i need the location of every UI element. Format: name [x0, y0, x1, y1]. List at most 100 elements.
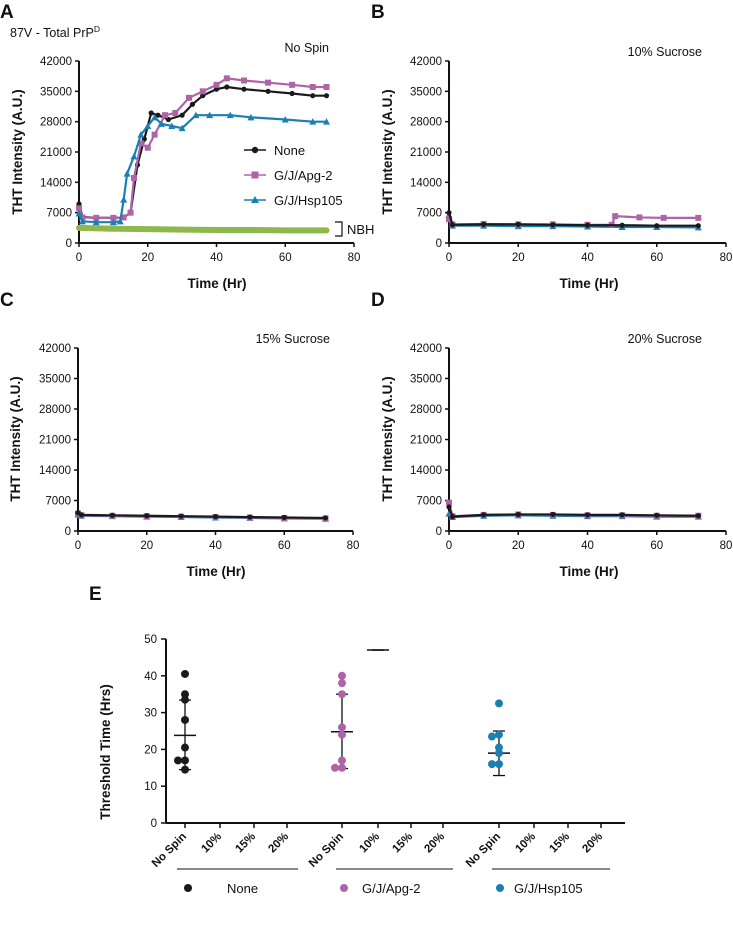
data-point-apg2	[338, 679, 346, 688]
y-tick-label: 7000	[416, 496, 442, 508]
data-point-none	[181, 715, 189, 724]
panel-d-axes: 0 7000 14000 21000 28000 35000 42000 0 20 40 60 80	[410, 343, 732, 552]
series-point-hsp105	[323, 118, 330, 125]
x-tick-label: No Spin	[150, 831, 189, 870]
panel-e-y-title: Threshold Time (Hrs)	[98, 684, 113, 820]
series-point-apg2	[223, 75, 230, 82]
y-tick-label: 21000	[39, 435, 71, 447]
series-point-apg2	[76, 205, 82, 212]
y-tick-label: 28000	[410, 117, 442, 129]
data-point-hsp105	[488, 760, 496, 769]
series-point-none	[224, 84, 230, 90]
panel-e-points	[174, 649, 510, 777]
series-point-apg2	[110, 214, 117, 221]
series-point-hsp105	[120, 196, 128, 203]
y-tick-label: 0	[65, 526, 71, 538]
series-point-apg2	[79, 214, 86, 221]
legend-apg2-marker	[251, 171, 259, 179]
data-point-hsp105	[488, 732, 496, 741]
data-point-apg2	[338, 671, 346, 680]
panel-letter-a: A	[0, 2, 14, 23]
series-point-none	[200, 93, 206, 99]
series-point-none	[212, 514, 219, 520]
series-point-none	[446, 210, 452, 216]
data-point-apg2	[338, 730, 346, 739]
series-point-none	[109, 512, 115, 518]
data-point-apg2	[338, 756, 346, 765]
y-tick-label: 35000	[410, 374, 442, 386]
panel-a-subtitle: 87V - Total PrPD	[10, 24, 100, 40]
panel-b-x-title: Time (Hr)	[559, 276, 618, 291]
y-tick-label: 14000	[410, 465, 442, 477]
series-point-nbh	[145, 226, 151, 232]
x-tick-label: 10%	[199, 831, 224, 856]
x-tick-label: 15%	[233, 831, 258, 856]
legend-hsp105-label: G/J/Hsp105	[274, 193, 343, 208]
x-tick-label: 40	[581, 540, 594, 552]
y-tick-label: 0	[66, 238, 72, 250]
panel-c-y-title: THT Intensity (A.U.)	[8, 376, 23, 501]
series-point-hsp105	[92, 218, 100, 226]
series-point-hsp105	[130, 152, 138, 160]
panel-d: D 20% Sucrose 0 7000 14000 21000 28000 35000 4…	[371, 290, 732, 579]
series-point-none	[322, 515, 329, 521]
data-point-hsp105	[495, 730, 503, 739]
series-point-nbh	[323, 227, 330, 234]
series-point-none	[148, 110, 154, 116]
panel-b-axes: 0 7000 14000 21000 28000 35000 42000 0 20 40 60 80	[410, 56, 732, 264]
x-tick-label: 80	[720, 252, 733, 264]
series-point-none	[323, 93, 330, 99]
series-point-none	[550, 511, 556, 518]
series-point-hsp105	[137, 131, 145, 138]
panel-letter-e: E	[89, 584, 102, 605]
x-tick-label: 60	[650, 540, 663, 552]
x-tick-label: 10%	[513, 831, 538, 856]
y-tick-label: 14000	[40, 177, 72, 189]
panel-letter-d: D	[371, 290, 385, 311]
panel-d-condition: 20% Sucrose	[628, 332, 702, 346]
y-tick-label: 35000	[40, 86, 72, 98]
x-tick-label: 40	[210, 252, 223, 264]
series-point-none	[654, 512, 660, 518]
series-point-none	[584, 222, 591, 228]
x-tick-label: 0	[76, 252, 82, 264]
data-point-hsp105	[495, 699, 503, 708]
series-point-hsp105	[206, 111, 214, 119]
x-tick-label: 15%	[390, 831, 415, 856]
series-point-apg2	[120, 214, 127, 221]
x-tick-label: 20	[141, 252, 154, 264]
x-tick-label: 80	[720, 540, 733, 552]
panel-b-y-title: THT Intensity (A.U.)	[380, 89, 395, 214]
panel-a-legend: None G/J/Apg-2 G/J/Hsp105	[244, 143, 343, 208]
x-tick-label: 60	[650, 252, 663, 264]
panel-b-series	[445, 210, 702, 231]
series-point-none	[144, 513, 150, 519]
data-point-apg2	[331, 763, 339, 772]
data-point-none	[181, 756, 189, 765]
series-point-hsp105	[168, 122, 176, 129]
series-point-none	[449, 514, 456, 520]
legend-none-label: None	[274, 143, 305, 158]
y-tick-label: 42000	[39, 343, 71, 355]
panel-a-y-title: THT Intensity (A.U.)	[10, 89, 25, 214]
data-point-none	[174, 756, 182, 765]
panel-a: A 87V - Total PrPD No Spin 0 7000 14000 210…	[0, 2, 374, 291]
legend-e-none-marker	[184, 884, 192, 892]
series-point-hsp105	[226, 111, 234, 119]
legend-e-hsp105-marker	[496, 884, 504, 892]
x-tick-label: 15%	[547, 831, 572, 856]
series-point-apg2	[93, 214, 100, 221]
y-tick-label: 7000	[45, 496, 71, 508]
series-point-none	[481, 221, 487, 227]
panel-a-x-title: Time (Hr)	[187, 276, 246, 291]
series-point-apg2	[213, 81, 220, 88]
panel-letter-c: C	[0, 290, 14, 311]
y-tick-label: 0	[151, 818, 157, 830]
series-point-apg2	[172, 110, 179, 116]
series-point-apg2	[446, 499, 452, 506]
data-point-none	[181, 743, 189, 752]
legend-none-marker	[251, 146, 259, 154]
series-point-none	[481, 512, 487, 518]
series-point-none	[78, 512, 85, 518]
